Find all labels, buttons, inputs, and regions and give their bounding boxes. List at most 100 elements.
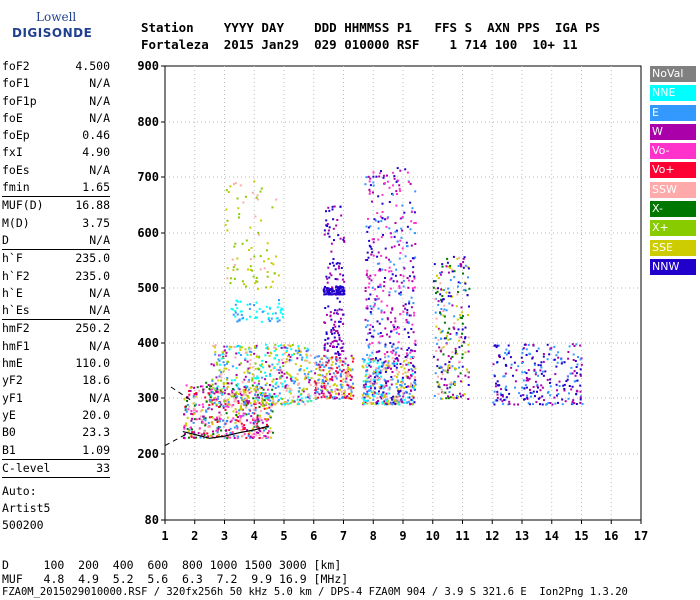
echo-point [266, 397, 269, 400]
echo-point [251, 433, 254, 436]
echo-point [525, 376, 528, 379]
echo-point [325, 374, 328, 377]
echo-point [249, 353, 252, 356]
echo-point [203, 434, 206, 436]
echo-point [252, 275, 255, 278]
echo-point [253, 425, 256, 428]
echo-point [290, 348, 293, 351]
echo-point [563, 361, 566, 364]
echo-point [238, 318, 241, 321]
echo-point [267, 418, 270, 421]
echo-point [327, 293, 330, 296]
echo-point [195, 393, 198, 396]
echo-point [199, 432, 202, 435]
echo-point [539, 369, 542, 372]
echo-point [372, 398, 375, 401]
echo-point [220, 372, 223, 375]
echo-point [332, 258, 335, 260]
echo-point [239, 418, 242, 421]
echo-point [230, 346, 233, 348]
echo-point [392, 349, 395, 352]
echo-point [283, 380, 286, 383]
echo-point [321, 361, 324, 364]
echo-point [455, 332, 458, 335]
echo-point [385, 369, 388, 372]
echo-point [205, 410, 208, 413]
echo-point [368, 373, 371, 376]
echo-point [397, 402, 400, 405]
echo-point [466, 314, 469, 316]
echo-point [321, 390, 324, 393]
echo-point [202, 436, 205, 439]
echo-point [443, 308, 446, 311]
echo-point [278, 392, 281, 395]
echo-point [379, 269, 382, 272]
echo-point [199, 385, 202, 388]
y-tick-label: 400 [137, 336, 159, 350]
echo-point [568, 385, 571, 387]
echo-point [208, 387, 211, 390]
echo-point [384, 218, 387, 221]
param-name: C-level [2, 460, 51, 475]
echo-point [573, 402, 576, 405]
echo-point [398, 371, 401, 374]
echo-point [283, 352, 286, 355]
echo-point [439, 365, 442, 368]
echo-point [232, 388, 235, 390]
echo-point [409, 358, 412, 360]
echo-point [361, 394, 364, 396]
echo-point [369, 389, 372, 392]
echo-point [300, 399, 303, 402]
echo-point [310, 377, 313, 379]
echo-point [265, 305, 268, 308]
echo-point [212, 363, 215, 366]
echo-point [449, 333, 452, 335]
echo-point [551, 403, 554, 406]
echo-point [386, 318, 389, 321]
echo-point [329, 396, 332, 399]
echo-point [220, 376, 223, 379]
echo-point [326, 291, 329, 294]
echo-point [252, 375, 255, 378]
echo-point [323, 233, 326, 236]
echo-point [242, 394, 245, 397]
echo-point [331, 332, 334, 335]
echo-point [284, 385, 287, 387]
echo-point [263, 260, 265, 263]
echo-point [323, 288, 325, 291]
echo-point [364, 290, 367, 292]
echo-point [329, 315, 332, 318]
echo-point [372, 383, 375, 386]
echo-point [330, 342, 333, 345]
echo-point [384, 380, 387, 383]
echo-point [200, 433, 203, 436]
echo-point [216, 385, 219, 388]
x-tick-label: 14 [545, 529, 559, 543]
echo-point [394, 222, 397, 224]
echo-point [215, 403, 218, 406]
echo-point [259, 387, 262, 390]
echo-point [338, 308, 341, 311]
echo-point [230, 419, 233, 422]
echo-point [306, 359, 309, 362]
echo-point [241, 435, 244, 438]
echo-point [276, 306, 279, 309]
echo-point [380, 385, 383, 388]
echo-point [270, 403, 272, 406]
echo-point [542, 374, 545, 377]
echo-point [364, 386, 367, 389]
echo-point [369, 375, 372, 378]
echo-point [495, 346, 498, 349]
echo-point [579, 398, 582, 401]
echo-point [414, 243, 417, 245]
echo-point [251, 384, 254, 387]
echo-point [369, 387, 372, 390]
echo-point [254, 409, 257, 412]
echo-point [407, 361, 410, 364]
echo-point [319, 366, 322, 369]
echo-point [558, 380, 561, 383]
echo-point [545, 403, 548, 406]
echo-point [395, 369, 398, 371]
echo-point [287, 344, 290, 347]
echo-point [300, 365, 302, 367]
